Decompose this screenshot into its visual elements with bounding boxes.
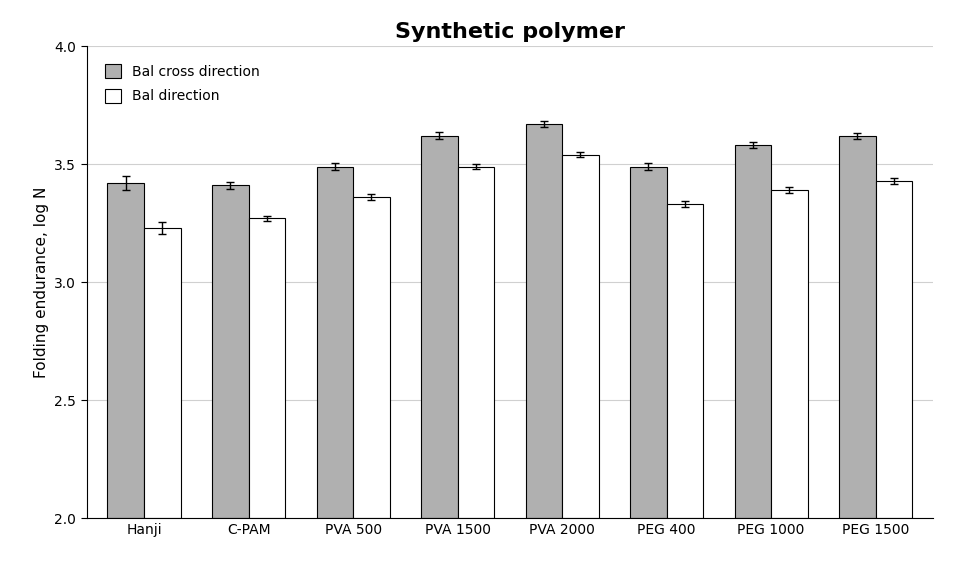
Bar [421,136,457,518]
Bar [875,181,911,518]
Bar [457,166,494,518]
Bar [771,190,807,518]
Bar [108,183,144,518]
Bar [211,185,248,518]
Bar [629,166,666,518]
Bar [248,218,284,518]
Legend: Bal cross direction, Bal direction: Bal cross direction, Bal direction [93,53,271,115]
Bar [561,155,598,518]
Bar [838,136,875,518]
Bar [316,166,353,518]
Bar [525,124,561,518]
Bar [734,145,771,518]
Bar [666,204,702,518]
Bar [353,197,389,518]
Y-axis label: Folding endurance, log N: Folding endurance, log N [34,187,49,378]
Bar [144,228,181,518]
Title: Synthetic polymer: Synthetic polymer [394,22,625,41]
